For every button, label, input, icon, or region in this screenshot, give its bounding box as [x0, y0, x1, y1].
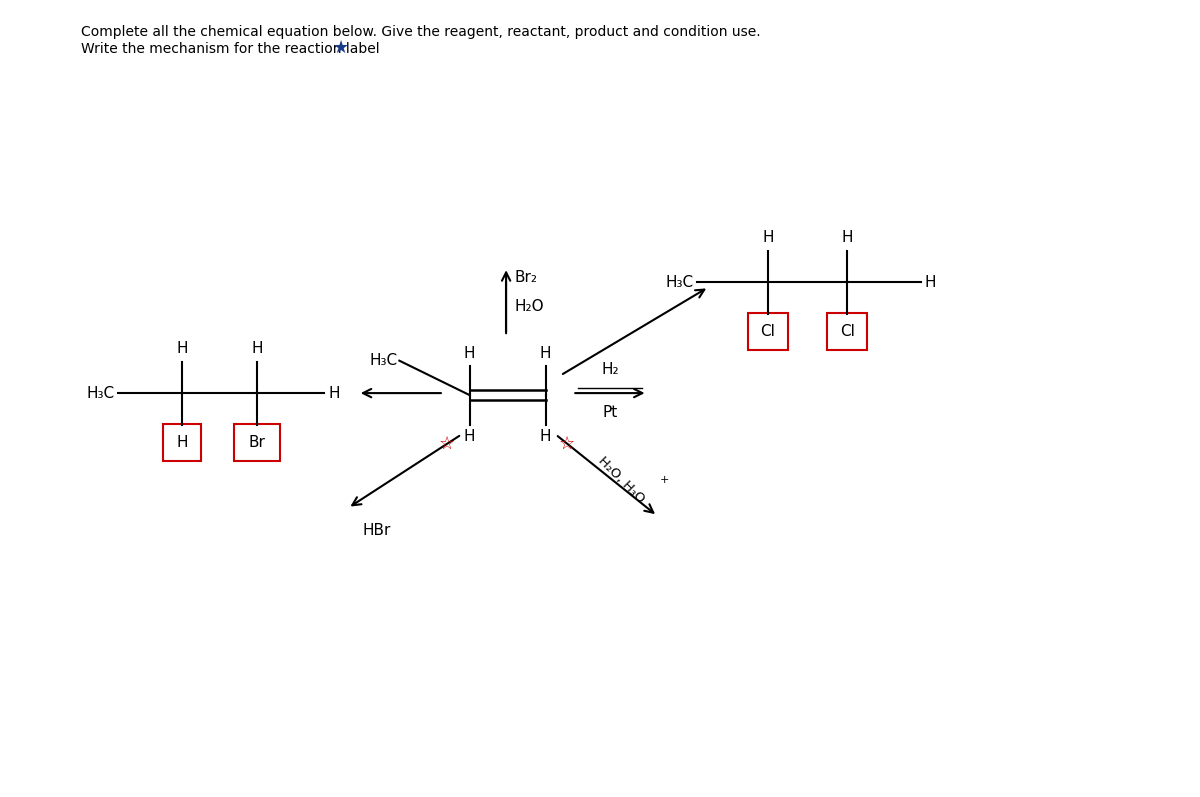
Text: H: H — [251, 341, 263, 355]
Text: Write the mechanism for the reaction label: Write the mechanism for the reaction lab… — [82, 42, 379, 57]
Text: ☆: ☆ — [439, 435, 455, 453]
Text: H: H — [176, 341, 187, 355]
Text: Complete all the chemical equation below. Give the reagent, reactant, product an: Complete all the chemical equation below… — [82, 25, 761, 38]
Text: H: H — [540, 430, 551, 445]
Text: H₃C: H₃C — [86, 386, 115, 401]
Text: Cl: Cl — [761, 324, 775, 339]
Text: H: H — [463, 346, 475, 361]
Text: H₃C: H₃C — [666, 274, 694, 289]
Text: ★: ★ — [334, 39, 349, 57]
Text: ☆: ☆ — [559, 435, 576, 453]
Text: H₂O, H₃O: H₂O, H₃O — [596, 454, 648, 505]
Text: H: H — [176, 434, 187, 450]
Text: +: + — [659, 475, 668, 485]
Text: Br: Br — [248, 434, 265, 450]
Text: H: H — [924, 274, 936, 289]
Text: H₂: H₂ — [601, 363, 619, 377]
Text: H: H — [540, 346, 551, 361]
Text: Br₂: Br₂ — [514, 269, 538, 285]
Text: H: H — [841, 230, 853, 245]
Text: H: H — [463, 430, 475, 445]
Text: H₂O: H₂O — [514, 299, 544, 314]
Text: Cl: Cl — [840, 324, 854, 339]
Text: H: H — [762, 230, 774, 245]
Text: Pt: Pt — [602, 405, 618, 420]
Text: H₃C: H₃C — [370, 353, 397, 368]
Text: HBr: HBr — [362, 523, 391, 538]
Text: H: H — [328, 386, 340, 401]
